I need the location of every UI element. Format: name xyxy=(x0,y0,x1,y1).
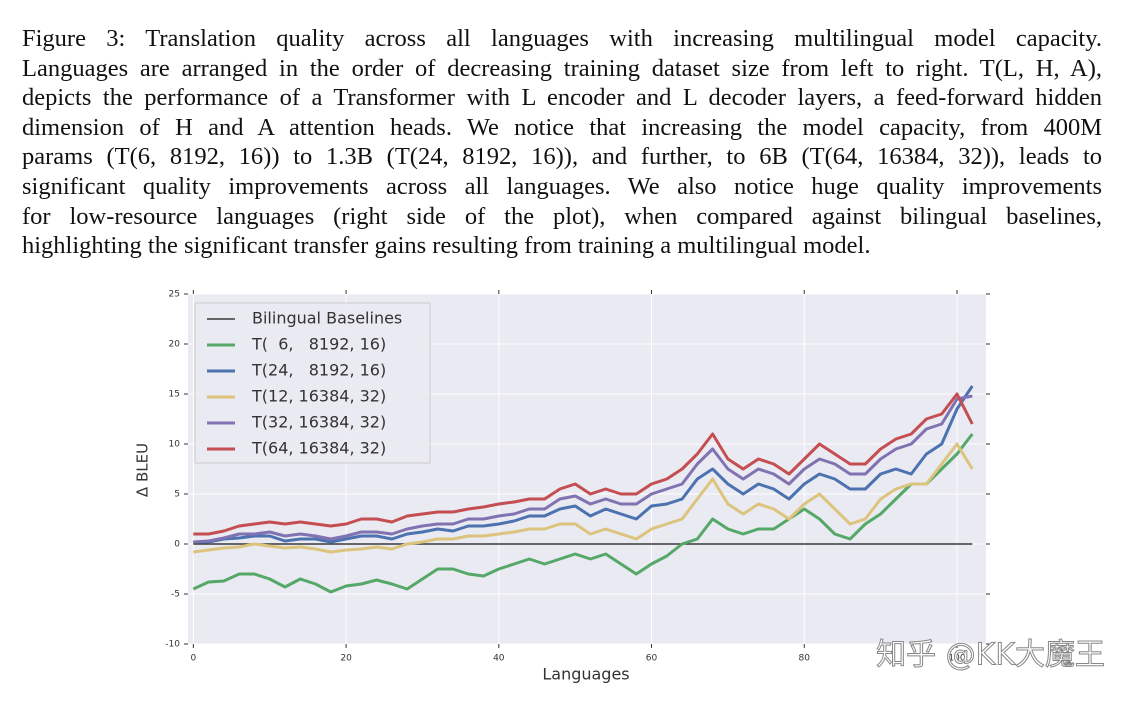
legend-label: T(64, 16384, 32) xyxy=(251,439,386,458)
legend-label: Bilingual Baselines xyxy=(252,309,402,328)
series-line xyxy=(193,394,973,544)
caption-line: Languages are arranged in the order of d… xyxy=(22,54,1102,82)
series-line xyxy=(192,433,974,594)
x-tick-label: 0 xyxy=(190,654,196,664)
y-tick-label: 15 xyxy=(169,390,180,400)
y-tick-label: 25 xyxy=(169,290,180,300)
x-tick-label: 20 xyxy=(340,654,352,664)
y-axis-label: Δ BLEU xyxy=(134,443,152,497)
caption: Figure 3: Translation quality across all… xyxy=(22,24,1102,261)
y-tick-label: 5 xyxy=(174,490,180,500)
watermark: 知乎 @KK大魔王 xyxy=(876,638,1105,673)
caption-line: dimension of H and A attention heads. We… xyxy=(22,113,1102,141)
legend-label: T( 6, 8192, 16) xyxy=(251,335,386,354)
legend-label: T(32, 16384, 32) xyxy=(251,413,386,432)
legend-label: T(24, 8192, 16) xyxy=(251,361,386,380)
legend-box xyxy=(194,302,431,464)
caption-line: highlighting the significant transfer ga… xyxy=(22,232,871,260)
caption-line: significant quality improvements across … xyxy=(22,172,1102,200)
series-line xyxy=(193,385,974,544)
x-axis-label: Languages xyxy=(542,665,629,684)
x-tick-label: 60 xyxy=(646,654,658,664)
caption-line: for low-resource languages (right side o… xyxy=(22,202,1102,230)
x-tick-label: 100 xyxy=(948,654,965,664)
legend-label: T(12, 16384, 32) xyxy=(251,387,386,406)
caption-line: Figure 3: Translation quality across all… xyxy=(22,25,1102,52)
y-tick-label: 10 xyxy=(169,440,181,450)
y-tick-label: 0 xyxy=(174,540,180,550)
y-tick-label: -5 xyxy=(171,590,180,600)
series-line xyxy=(193,442,974,554)
y-tick-label: 20 xyxy=(169,340,181,350)
caption-line: depicts the performance of a Transformer… xyxy=(22,84,1102,112)
y-tick-label: -10 xyxy=(165,640,180,650)
series-line xyxy=(193,392,974,536)
caption-line: params (T(6, 8192, 16)) to 1.3B (T(24, 8… xyxy=(22,143,1102,171)
x-tick-label: 80 xyxy=(799,654,811,664)
x-tick-label: 40 xyxy=(493,654,505,664)
